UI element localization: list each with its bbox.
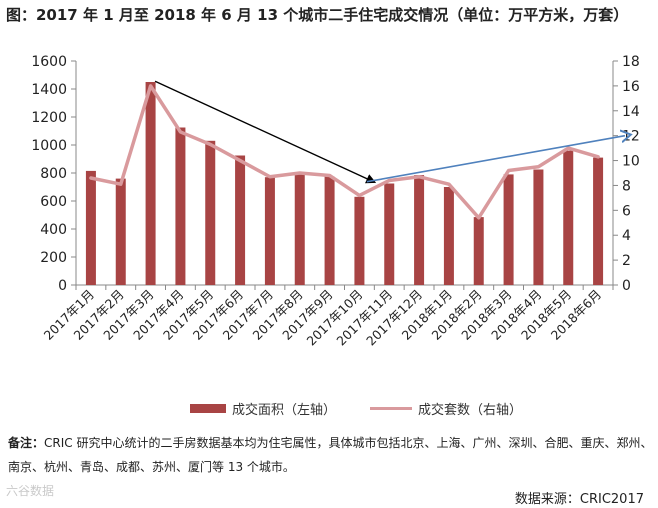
bar-area bbox=[115, 178, 126, 285]
bar-area bbox=[264, 177, 275, 285]
bar-area bbox=[175, 127, 186, 285]
trend-arrow-down bbox=[154, 80, 377, 184]
chart-title: 图：2017 年 1 月至 2018 年 6 月 13 个城市二手住宅成交情况（… bbox=[6, 6, 629, 24]
right-tick-label: 18 bbox=[622, 54, 640, 70]
bar-area bbox=[294, 173, 305, 285]
bar-area bbox=[473, 217, 484, 285]
chart: 0 200 400 600 800 1000 1200 1400 1600 0 2 4 6 8 10 12 14… bbox=[31, 54, 640, 349]
left-tick-label: 1200 bbox=[31, 110, 67, 126]
footnote: 备注：CRIC 研究中心统计的二手房数据基本均为住宅属性，具体城市包括北京、上海… bbox=[8, 431, 654, 479]
right-tick-label: 8 bbox=[622, 178, 631, 194]
left-tick-label: 0 bbox=[58, 278, 67, 294]
data-source: 数据来源：CRIC2017 bbox=[514, 492, 644, 507]
legend-bar-swatch bbox=[190, 404, 226, 413]
left-tick-label: 800 bbox=[40, 166, 67, 182]
bar-area bbox=[593, 157, 604, 285]
bar-area bbox=[533, 169, 544, 285]
left-tick-label: 1000 bbox=[31, 138, 67, 154]
bar-area bbox=[384, 183, 395, 285]
right-tick-label: 4 bbox=[622, 228, 631, 244]
legend-line-label: 成交套数（右轴） bbox=[418, 403, 523, 418]
footnote-label: 备注： bbox=[8, 436, 45, 450]
left-tick-label: 600 bbox=[40, 194, 67, 210]
legend: 成交面积（左轴） 成交套数（右轴） bbox=[190, 399, 522, 418]
left-tick-label: 1600 bbox=[31, 54, 67, 70]
bar-area bbox=[414, 175, 425, 285]
bar-area bbox=[85, 170, 96, 285]
bar-area bbox=[235, 155, 246, 285]
right-tick-label: 12 bbox=[622, 129, 640, 145]
right-tick-label: 2 bbox=[622, 253, 631, 269]
footnote-text: CRIC 研究中心统计的二手房数据基本均为住宅属性，具体城市包括北京、上海、广州… bbox=[8, 436, 653, 474]
right-tick-label: 14 bbox=[622, 104, 640, 120]
right-tick-label: 10 bbox=[622, 154, 640, 170]
trend-arrow-up bbox=[366, 136, 625, 183]
right-tick-label: 6 bbox=[622, 203, 631, 219]
bar-area bbox=[145, 82, 156, 285]
bar-area bbox=[354, 196, 365, 285]
bar-area bbox=[205, 140, 216, 285]
line-units bbox=[89, 84, 600, 220]
legend-line-swatch bbox=[370, 407, 413, 410]
right-tick-label: 16 bbox=[622, 79, 640, 95]
left-tick-label: 200 bbox=[40, 250, 67, 266]
left-tick-label: 400 bbox=[40, 222, 67, 238]
bar-area bbox=[443, 187, 454, 285]
bar-area bbox=[324, 176, 335, 285]
bar-area bbox=[563, 150, 574, 285]
watermark: 六谷数据 bbox=[6, 484, 55, 498]
legend-bar-label: 成交面积（左轴） bbox=[232, 403, 337, 418]
right-tick-label: 0 bbox=[622, 278, 631, 294]
left-tick-label: 1400 bbox=[31, 82, 67, 98]
bar-area bbox=[503, 174, 514, 285]
